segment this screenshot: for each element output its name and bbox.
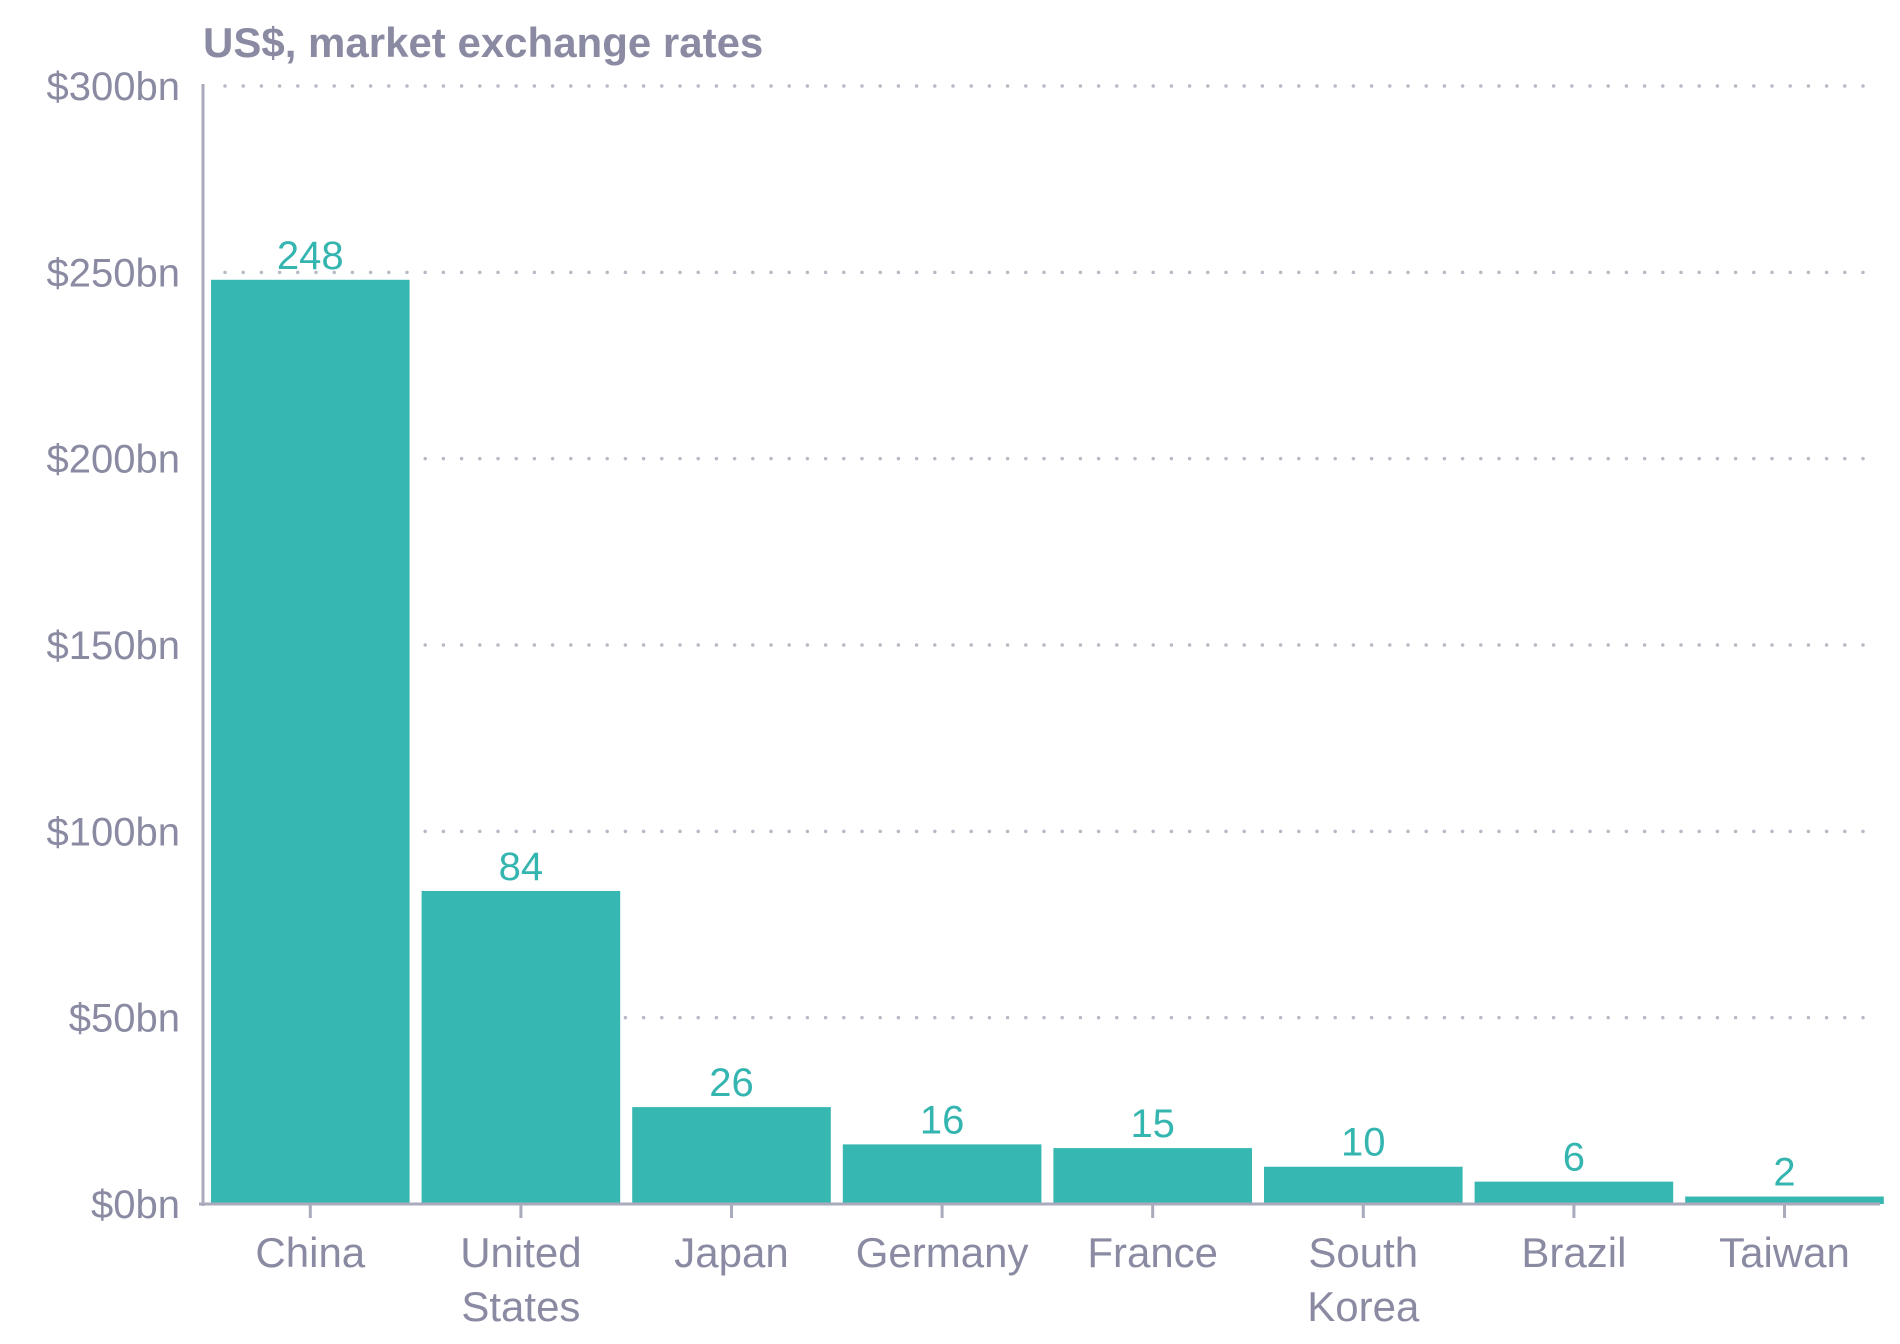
x-tick-label: Japan [674, 1229, 788, 1276]
x-tick-label-line: States [461, 1283, 580, 1330]
x-tick-label-line: Korea [1307, 1283, 1420, 1330]
y-tick-label: $0bn [91, 1183, 180, 1227]
y-tick-label: $150bn [47, 624, 180, 668]
bars [211, 279, 1884, 1205]
bar [1264, 1166, 1463, 1204]
bar [1685, 1196, 1884, 1204]
bar [211, 279, 410, 1205]
data-label: 2 [1773, 1151, 1795, 1195]
data-label: 6 [1563, 1136, 1585, 1180]
data-labels: 248 84 26 16 15 10 6 2 [277, 234, 1796, 1195]
x-tick-label: United States [460, 1229, 581, 1330]
x-tick-label-line: France [1087, 1229, 1218, 1276]
data-label: 16 [920, 1098, 965, 1142]
x-tick-label: China [255, 1229, 365, 1276]
y-tick-label: $200bn [47, 438, 180, 482]
x-tick-label-line: Brazil [1521, 1229, 1626, 1276]
data-label: 26 [709, 1061, 754, 1105]
x-tick-label-line: Taiwan [1719, 1229, 1850, 1276]
bar [1474, 1181, 1674, 1204]
x-tick-label-line: South [1308, 1229, 1418, 1276]
x-tick-label: South Korea [1307, 1229, 1420, 1330]
data-label: 10 [1341, 1121, 1386, 1165]
gridlines [223, 84, 1882, 1020]
y-tick-label: $250bn [47, 251, 180, 295]
y-tick-label: $50bn [69, 997, 180, 1041]
data-label: 248 [277, 234, 344, 278]
x-tick-label: France [1087, 1229, 1218, 1276]
bar [842, 1144, 1042, 1204]
x-tick-label-line: China [255, 1229, 365, 1276]
x-tick-label-line: Germany [856, 1229, 1029, 1276]
x-tick-label: Germany [856, 1229, 1029, 1276]
data-label: 84 [499, 845, 544, 889]
bar [1053, 1148, 1252, 1204]
x-tick-label: Taiwan [1719, 1229, 1850, 1276]
x-axis-ticks: China United States Japan Germany France South… [255, 1229, 1849, 1330]
y-tick-label: $300bn [47, 65, 180, 109]
axes [199, 84, 1880, 1218]
x-tick-label-line: United [460, 1229, 581, 1276]
x-tick-label: Brazil [1521, 1229, 1626, 1276]
bar [421, 890, 621, 1204]
data-label: 15 [1130, 1102, 1175, 1146]
chart-subtitle: US$, market exchange rates [203, 19, 763, 66]
bar [632, 1107, 831, 1204]
y-axis-ticks: $0bn $50bn $100bn $150bn $200bn $250bn $300bn [47, 65, 180, 1227]
y-tick-label: $100bn [47, 810, 180, 854]
x-tick-label-line: Japan [674, 1229, 788, 1276]
